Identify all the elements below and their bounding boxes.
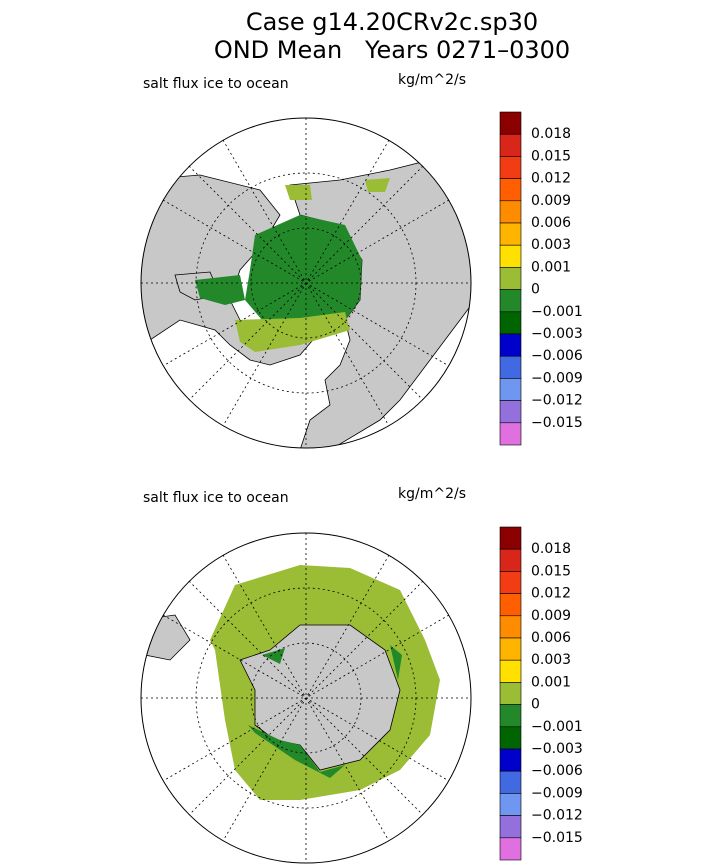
colorbar-label: 0.006 — [531, 630, 571, 646]
colorbar-label: −0.006 — [531, 348, 583, 364]
colorbar-label: −0.009 — [531, 370, 583, 386]
colorbar-label: −0.012 — [531, 393, 583, 409]
colorbar-swatch — [499, 615, 522, 639]
colorbar-swatch — [499, 726, 522, 750]
colorbar-swatch — [499, 289, 522, 313]
colorbar-swatch — [499, 355, 522, 379]
colorbar-swatch — [499, 200, 522, 224]
colorbar-swatch — [499, 815, 522, 839]
colorbar-swatch — [499, 682, 522, 705]
panel-label: salt flux ice to ocean — [143, 76, 289, 92]
colorbar-swatch — [499, 793, 522, 816]
colorbar-label: 0.006 — [531, 215, 571, 231]
arctic-grid — [140, 117, 472, 449]
colorbar-label: −0.003 — [531, 741, 583, 757]
colorbar-label: 0.015 — [531, 148, 571, 164]
colorbar-swatch — [499, 156, 522, 179]
units-label: kg/m^2/s — [398, 486, 466, 502]
title-line: OND Mean Years 0271–0300 — [214, 36, 570, 64]
antarctic-map — [141, 565, 440, 800]
colorbar-swatch — [499, 178, 522, 202]
colorbar-swatch — [499, 378, 522, 401]
colorbar-swatch — [499, 311, 522, 335]
antarctic-grid — [140, 532, 472, 864]
colorbar-swatch — [499, 526, 522, 550]
colorbar-label: −0.003 — [531, 326, 583, 342]
colorbar-label: −0.009 — [531, 785, 583, 801]
colorbar-swatch — [499, 637, 522, 661]
panel-label: salt flux ice to ocean — [143, 490, 289, 506]
colorbar-label: 0.001 — [531, 259, 571, 275]
colorbar-swatch — [499, 571, 522, 594]
colorbar-label: 0.003 — [531, 652, 571, 668]
colorbar-label: 0.001 — [531, 674, 571, 690]
title-line: Case g14.20CRv2c.sp30 — [246, 8, 538, 36]
colorbar-swatch — [499, 222, 522, 246]
colorbar-label: −0.001 — [531, 304, 583, 320]
colorbar-label: 0 — [531, 282, 540, 298]
colorbar-swatch — [499, 748, 522, 772]
colorbar-swatch — [499, 704, 522, 728]
colorbar-label: −0.012 — [531, 808, 583, 824]
colorbar-swatch — [499, 770, 522, 794]
colorbar-label: 0.015 — [531, 563, 571, 579]
colorbar-swatch — [499, 837, 522, 861]
colorbar-label: 0.012 — [531, 586, 571, 602]
colorbar-label: −0.001 — [531, 719, 583, 735]
colorbar-label: 0 — [531, 697, 540, 713]
colorbar-label: 0.009 — [531, 193, 571, 209]
colorbar-label: −0.015 — [531, 415, 583, 431]
colorbar-swatch — [499, 593, 522, 617]
colorbar-swatch — [499, 333, 522, 357]
colorbar-label: 0.018 — [531, 126, 571, 142]
colorbar-swatch — [499, 111, 522, 135]
colorbar-swatch — [499, 244, 522, 268]
colorbar-label: −0.006 — [531, 763, 583, 779]
colorbar-swatch — [499, 267, 522, 290]
colorbar-swatch — [499, 133, 522, 157]
colorbar-swatch — [499, 422, 522, 446]
colorbar-swatch — [499, 548, 522, 572]
colorbar-label: 0.018 — [531, 541, 571, 557]
colorbar-label: 0.003 — [531, 237, 571, 253]
arctic-map — [141, 159, 471, 448]
colorbar-label: −0.015 — [531, 830, 583, 846]
units-label: kg/m^2/s — [398, 72, 466, 88]
colorbar-swatch — [499, 659, 522, 683]
colorbar-label: 0.009 — [531, 608, 571, 624]
colorbar-label: 0.012 — [531, 171, 571, 187]
colorbar-swatch — [499, 400, 522, 424]
